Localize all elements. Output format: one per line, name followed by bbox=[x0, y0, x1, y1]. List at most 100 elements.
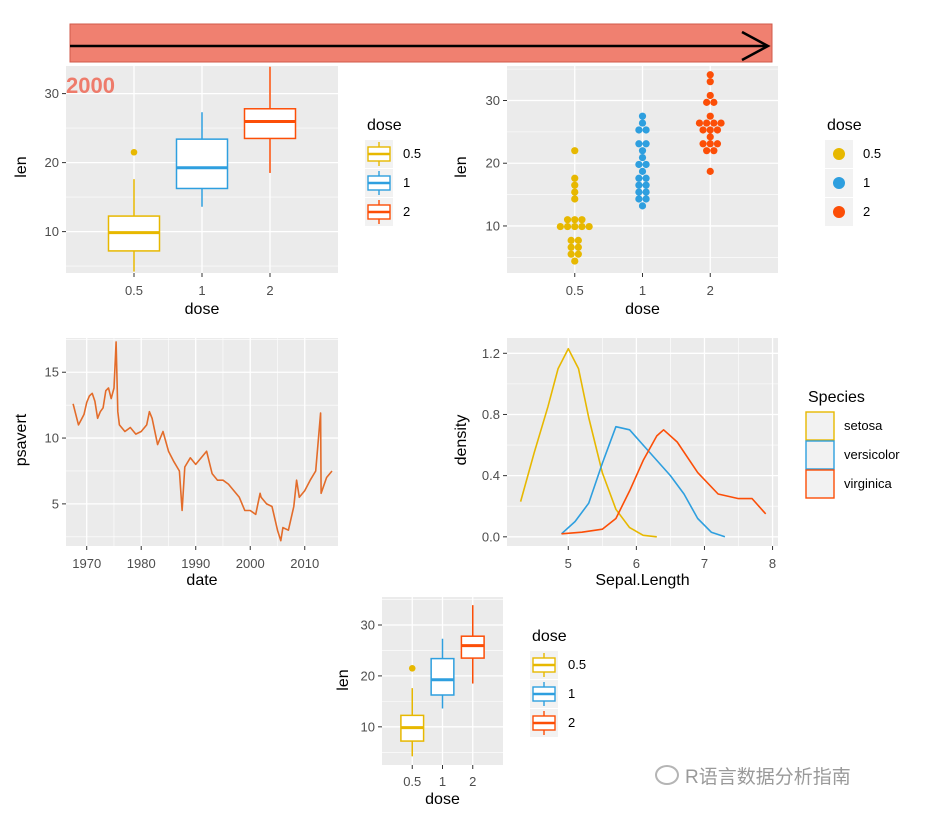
x-tick-label: 6 bbox=[633, 556, 640, 571]
legend-key-dot bbox=[833, 148, 845, 160]
legend-key bbox=[805, 440, 835, 470]
dot-point bbox=[563, 216, 572, 224]
dot-point bbox=[706, 112, 714, 120]
box-0.5 bbox=[400, 664, 425, 757]
density-curve-setosa bbox=[519, 347, 657, 538]
box-2 bbox=[243, 66, 297, 173]
dot-point bbox=[571, 188, 579, 196]
x-tick-label: 0.5 bbox=[125, 283, 143, 298]
watermark-text: R语言数据分析指南 bbox=[685, 767, 851, 788]
dot-point bbox=[571, 195, 579, 203]
banner-rect bbox=[69, 23, 773, 63]
dot-point bbox=[642, 195, 650, 203]
dot-point bbox=[717, 119, 725, 127]
density-curve-virginica bbox=[561, 428, 767, 535]
legend-label: 0.5 bbox=[403, 146, 421, 161]
x-tick-label: 0.5 bbox=[566, 283, 584, 298]
x-tick-label: 2 bbox=[266, 283, 273, 298]
x-tick-label: 1980 bbox=[127, 556, 156, 571]
plot-panel bbox=[507, 338, 778, 546]
y-tick-label: 0.0 bbox=[482, 529, 500, 544]
dot-point bbox=[638, 153, 647, 162]
legend-key-dot bbox=[833, 177, 845, 189]
plot-panel bbox=[66, 338, 338, 546]
dot-point bbox=[638, 112, 647, 120]
dot-point bbox=[635, 140, 643, 148]
y-axis-title: psavert bbox=[13, 413, 30, 466]
dot-point bbox=[571, 174, 579, 182]
dot-point bbox=[635, 188, 643, 196]
dot-point bbox=[638, 119, 647, 127]
y-tick-label: 1.2 bbox=[482, 346, 500, 361]
box-0.5 bbox=[107, 148, 161, 272]
x-axis-title: Sepal.Length bbox=[595, 572, 689, 589]
dot-point bbox=[642, 126, 650, 134]
box-2 bbox=[460, 605, 485, 684]
y-tick-label: 15 bbox=[45, 365, 59, 380]
legend-label: 2 bbox=[568, 715, 575, 730]
dot-point bbox=[706, 167, 714, 175]
dot-point bbox=[571, 147, 579, 155]
chart-density: 0.0 0.4 0.8 1.2 5 6 7 8 Sepal.Length density Speci… bbox=[453, 338, 900, 589]
dot-point bbox=[710, 119, 718, 127]
legend-label: 0.5 bbox=[863, 146, 881, 161]
y-tick-label: 30 bbox=[361, 618, 375, 633]
dot-point bbox=[710, 147, 718, 155]
x-tick-label: 5 bbox=[565, 556, 572, 571]
y-tick-label: 20 bbox=[45, 155, 59, 170]
y-tick-label: 0.4 bbox=[482, 468, 500, 483]
x-tick-label: 2 bbox=[469, 774, 476, 789]
dot-point bbox=[642, 181, 650, 189]
legend-key bbox=[805, 469, 835, 499]
arrow-banner bbox=[69, 23, 773, 63]
dot-point bbox=[635, 195, 643, 203]
x-tick-label: 1 bbox=[198, 283, 205, 298]
dot-point bbox=[706, 91, 714, 100]
legend: Species setosa versicolor virginica bbox=[805, 389, 900, 499]
panel-tag: 2000 bbox=[66, 73, 115, 98]
dot-point bbox=[563, 222, 572, 231]
box-1 bbox=[175, 112, 229, 207]
wechat-icon bbox=[655, 765, 679, 785]
dot-point bbox=[635, 126, 643, 134]
dot-point bbox=[574, 236, 582, 244]
legend-title: dose bbox=[827, 117, 862, 134]
y-tick-label: 10 bbox=[45, 224, 59, 239]
dot-point bbox=[642, 140, 650, 148]
dot-point bbox=[710, 98, 718, 106]
x-tick-label: 2 bbox=[707, 283, 714, 298]
box-body bbox=[243, 108, 297, 140]
x-axis-title: date bbox=[186, 572, 217, 589]
dot-point bbox=[567, 243, 575, 251]
dot-point bbox=[703, 98, 711, 106]
legend-label: 1 bbox=[403, 175, 410, 190]
legend-title: Species bbox=[808, 389, 865, 406]
x-tick-label: 7 bbox=[701, 556, 708, 571]
x-tick-label: 1990 bbox=[181, 556, 210, 571]
legend-label: 2 bbox=[863, 204, 870, 219]
y-tick-label: 0.8 bbox=[482, 407, 500, 422]
dot-point bbox=[578, 222, 586, 231]
y-tick-label: 30 bbox=[45, 86, 59, 101]
dot-point bbox=[706, 126, 714, 134]
dot-point bbox=[638, 167, 647, 175]
dot-point bbox=[642, 188, 650, 196]
y-tick-label: 10 bbox=[45, 431, 59, 446]
dot-point bbox=[703, 147, 711, 155]
dot-point bbox=[638, 202, 647, 210]
right-arrow-icon bbox=[70, 30, 771, 62]
box-outlier bbox=[130, 148, 138, 156]
dot-point bbox=[642, 160, 650, 169]
dot-point bbox=[703, 119, 711, 127]
dot-point bbox=[699, 140, 707, 148]
dot-point bbox=[571, 222, 579, 231]
legend-label: versicolor bbox=[844, 447, 900, 462]
x-tick-label: 1 bbox=[439, 774, 446, 789]
y-tick-label: 5 bbox=[52, 496, 59, 511]
legend-label: 1 bbox=[568, 686, 575, 701]
